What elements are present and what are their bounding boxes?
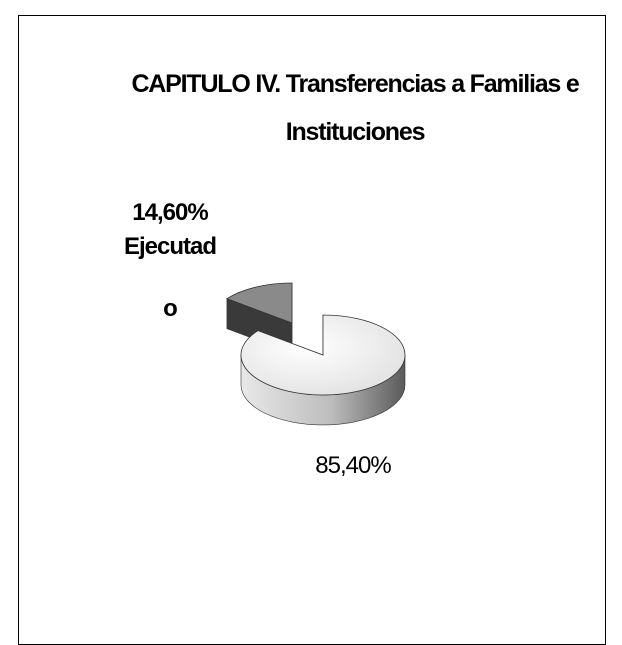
pie-slice xyxy=(240,314,406,396)
value-label: 14,60% xyxy=(132,199,208,226)
pie-slice xyxy=(226,282,293,324)
pie xyxy=(226,282,406,426)
slice-label: 14,60% Ejecutado xyxy=(118,196,222,340)
category-label: Ejecutado xyxy=(123,233,217,322)
value-label: 85,40% xyxy=(315,452,391,479)
chart-title: CAPITULO IV. Transferencias a Familias e… xyxy=(131,70,579,146)
